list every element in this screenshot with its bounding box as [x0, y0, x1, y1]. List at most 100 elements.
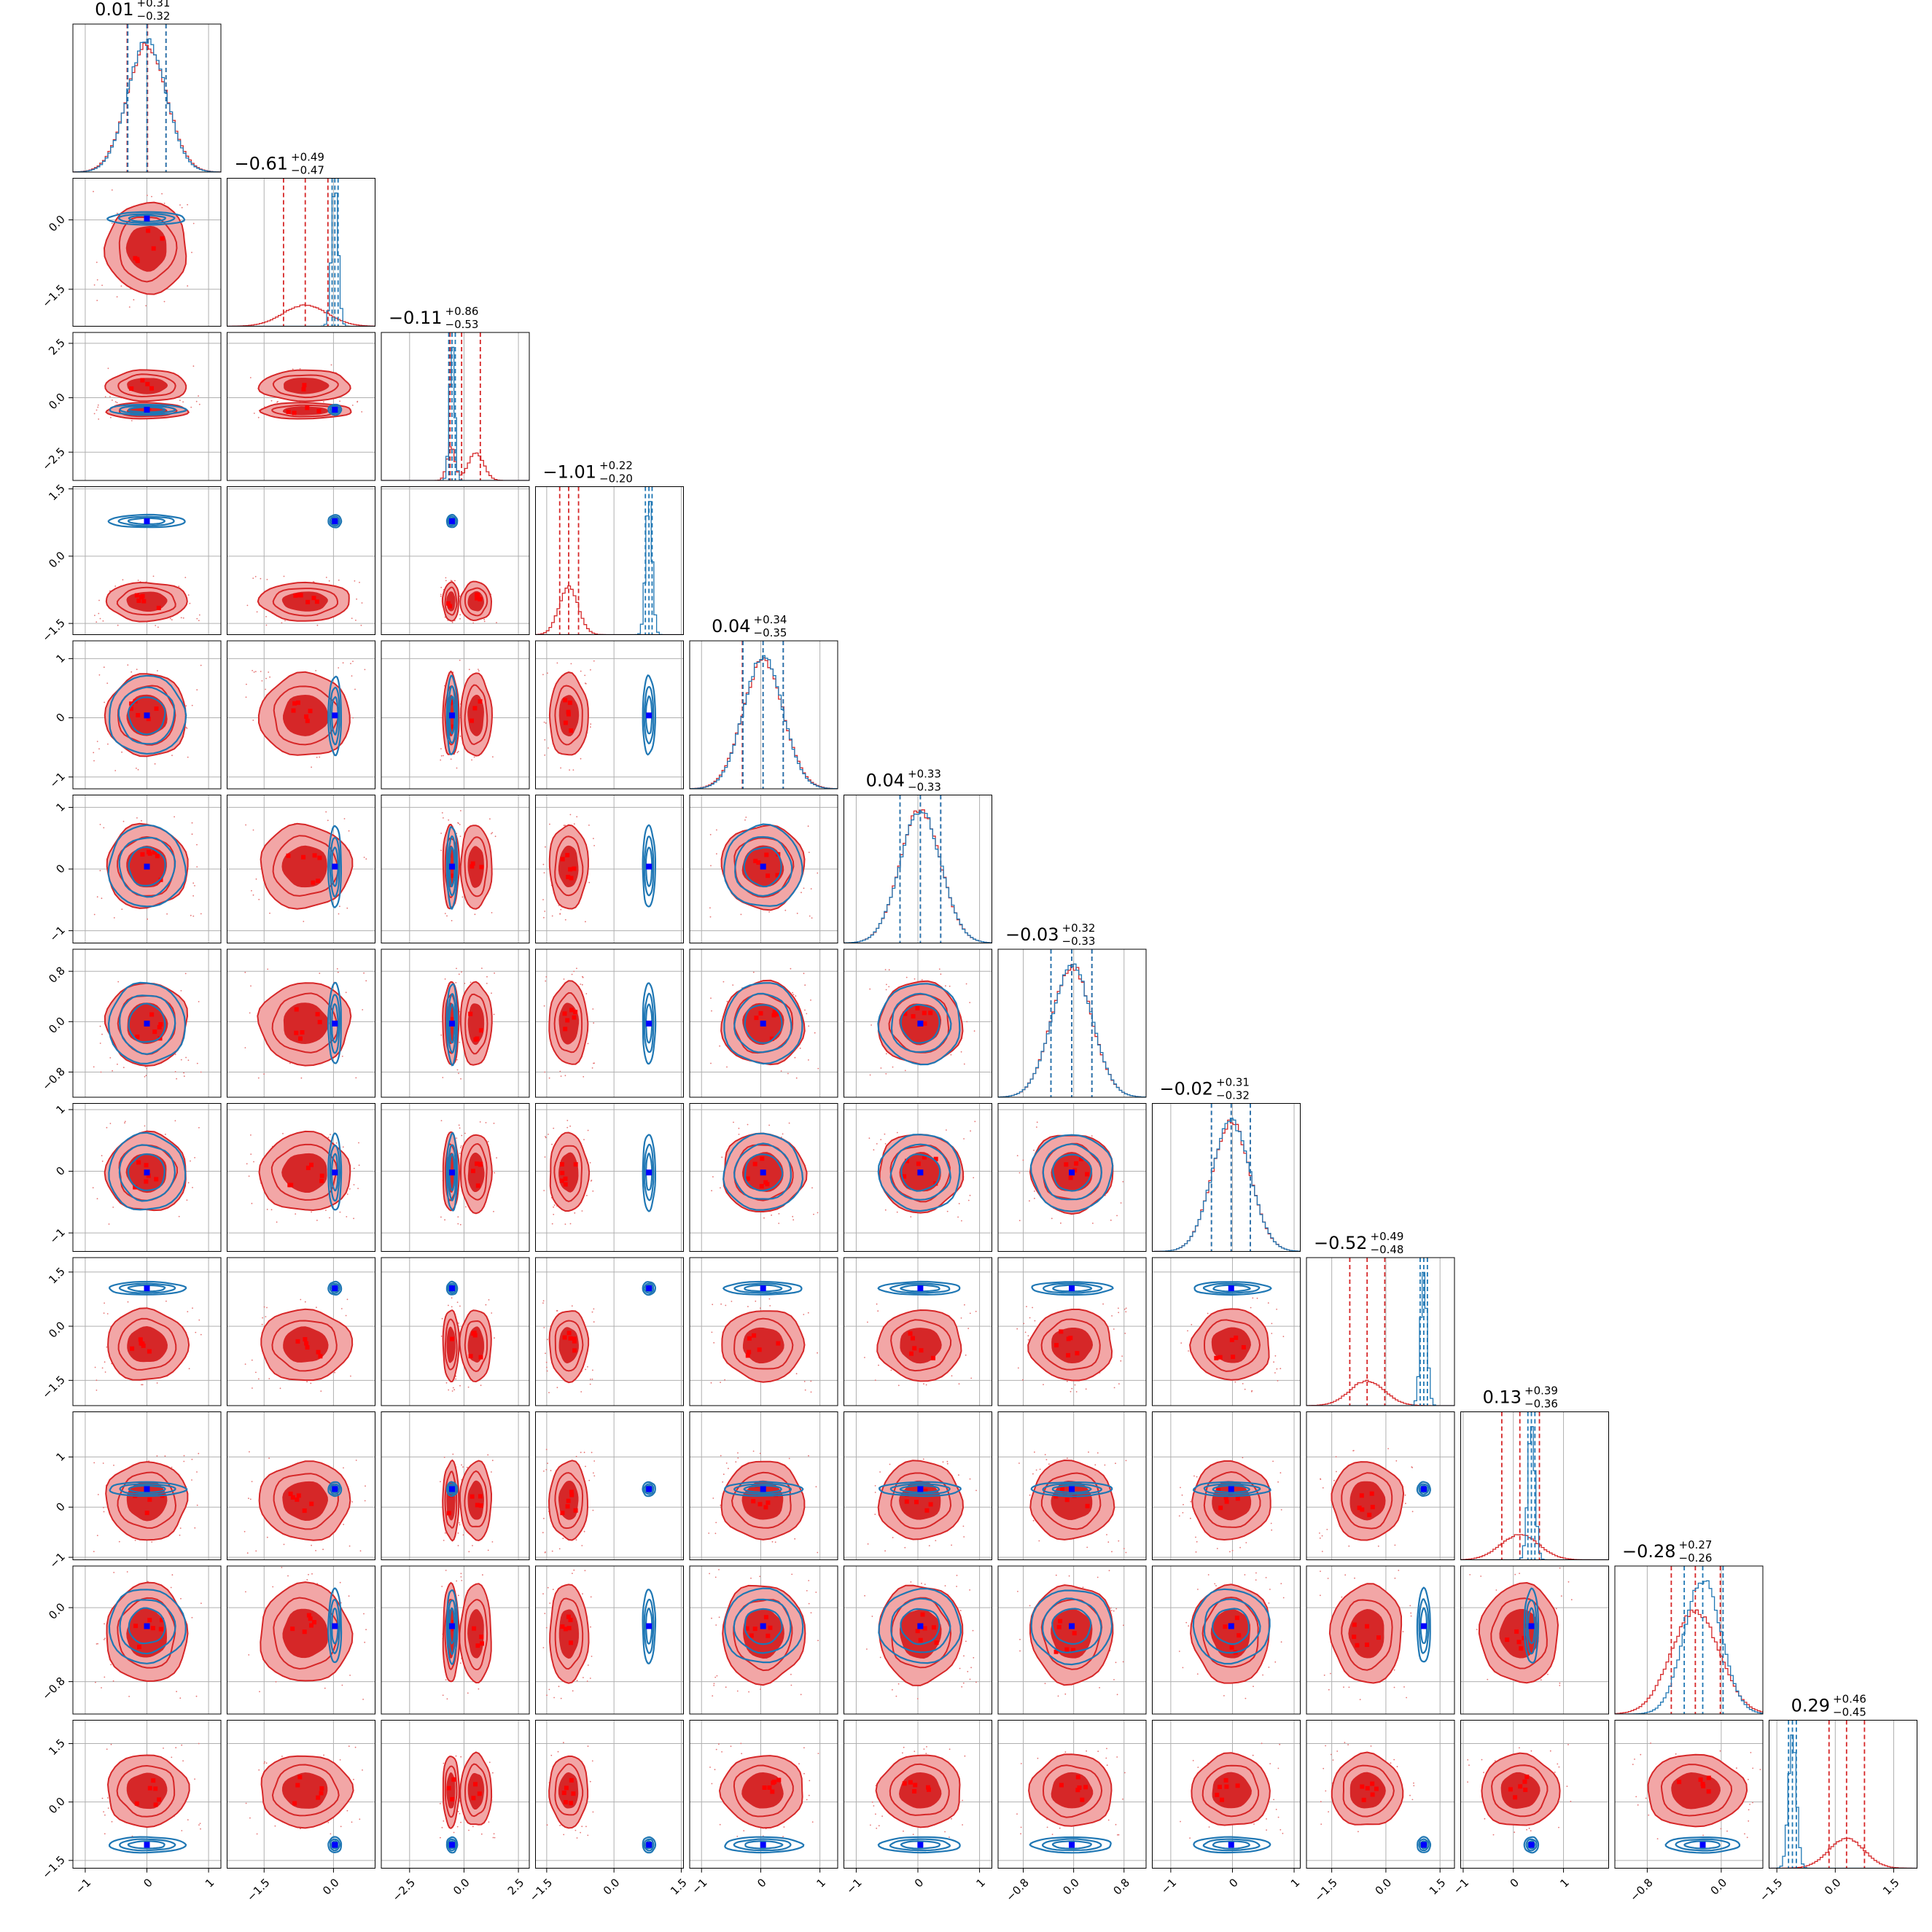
x-tick-label: 0	[755, 1876, 768, 1890]
sample-point	[1279, 1829, 1281, 1831]
red-marker	[569, 1640, 573, 1645]
red-marker	[133, 1624, 138, 1628]
red-marker	[317, 856, 322, 860]
sample-point	[458, 751, 459, 752]
sample-point	[114, 917, 115, 919]
sample-point	[739, 1134, 740, 1135]
sample-point	[256, 879, 257, 880]
sample-point	[1322, 1535, 1323, 1537]
sample-point	[1271, 1323, 1273, 1325]
sample-point	[109, 1223, 110, 1225]
sample-point	[484, 621, 486, 623]
sample-point	[459, 1153, 461, 1154]
sample-point	[965, 1640, 967, 1642]
red-marker	[476, 593, 480, 597]
sample-point	[1122, 1799, 1123, 1800]
sample-point	[811, 1392, 812, 1393]
sample-point	[1094, 1464, 1096, 1465]
sample-point	[459, 1524, 461, 1526]
sample-point	[323, 401, 324, 402]
red-marker	[145, 382, 149, 386]
sample-point	[495, 835, 496, 837]
sample-point	[910, 1216, 911, 1218]
sample-point	[195, 1332, 196, 1333]
red-marker	[1214, 1356, 1218, 1360]
sample-point	[265, 616, 267, 618]
red-marker	[1522, 1780, 1527, 1784]
sample-point	[559, 1071, 561, 1072]
sample-point	[351, 618, 353, 619]
sample-point	[103, 827, 104, 829]
sample-point	[1023, 1323, 1024, 1325]
sample-point	[112, 190, 113, 191]
sample-point	[714, 1683, 715, 1684]
sample-point	[351, 675, 353, 677]
sample-point	[593, 1812, 594, 1813]
histogram-panel-0: 0.01 +0.31−0.32	[73, 0, 221, 172]
sample-point	[110, 1664, 112, 1665]
sample-point	[1519, 1748, 1520, 1749]
sample-point	[462, 1466, 464, 1468]
sample-point	[128, 1301, 129, 1303]
y-tick-label: −0.8	[39, 1065, 67, 1093]
sample-point	[1021, 1763, 1022, 1764]
contour-panel-7-5	[844, 1104, 992, 1252]
red-marker	[290, 1627, 295, 1631]
sample-point	[965, 1756, 966, 1757]
sample-point	[194, 1157, 195, 1158]
sample-point	[1244, 1574, 1246, 1575]
contour-panel-11-6: −0.8 0.0 0.8	[998, 1721, 1146, 1904]
panel-frame	[536, 487, 684, 635]
sample-point	[248, 1654, 249, 1656]
sample-point	[494, 1337, 495, 1339]
sample-point	[171, 619, 173, 620]
sample-point	[710, 834, 712, 835]
sample-point	[592, 1761, 593, 1762]
sample-point	[103, 1811, 104, 1812]
sample-point	[440, 596, 442, 597]
sample-point	[593, 1063, 594, 1064]
red-marker	[1230, 1338, 1234, 1342]
y-tick-label: −1	[47, 770, 67, 790]
red-marker	[1058, 1619, 1062, 1624]
red-marker	[1225, 1500, 1229, 1504]
sample-point	[197, 1505, 198, 1506]
sample-point	[1371, 1745, 1372, 1747]
sample-point	[921, 1583, 922, 1584]
sample-point	[145, 305, 147, 307]
sample-point	[175, 1120, 176, 1121]
sample-point	[709, 1767, 711, 1768]
sample-point	[741, 914, 742, 915]
sample-point	[929, 1545, 930, 1546]
sample-point	[812, 1821, 814, 1823]
sample-point	[1557, 1764, 1558, 1765]
sample-point	[362, 602, 363, 604]
sample-point	[800, 1048, 801, 1049]
sample-point	[545, 1552, 546, 1554]
sample-point	[805, 1390, 806, 1391]
sample-point	[875, 1813, 876, 1815]
sample-point	[1330, 1673, 1331, 1675]
sample-point	[455, 1379, 456, 1380]
contour-panel-10-0: −0.80.0	[39, 1566, 221, 1714]
sample-point	[1045, 1454, 1046, 1455]
sample-point	[1235, 1382, 1236, 1383]
sample-point	[459, 618, 461, 620]
red-marker	[153, 1786, 157, 1791]
sample-point	[711, 1190, 712, 1191]
sample-point	[744, 819, 746, 821]
sample-point	[875, 1485, 876, 1487]
sample-point	[787, 1073, 789, 1075]
blue-marker	[449, 1169, 455, 1175]
red-marker	[569, 1801, 573, 1805]
red-marker	[473, 1333, 478, 1338]
sample-point	[542, 1532, 544, 1533]
sample-point	[360, 1550, 362, 1551]
sample-point	[472, 1545, 473, 1546]
sample-point	[258, 899, 260, 900]
sample-point	[146, 1068, 147, 1070]
red-marker	[571, 1791, 575, 1796]
y-tick-label: 1	[53, 1450, 67, 1464]
sample-point	[105, 1371, 106, 1373]
sample-point	[590, 726, 591, 728]
